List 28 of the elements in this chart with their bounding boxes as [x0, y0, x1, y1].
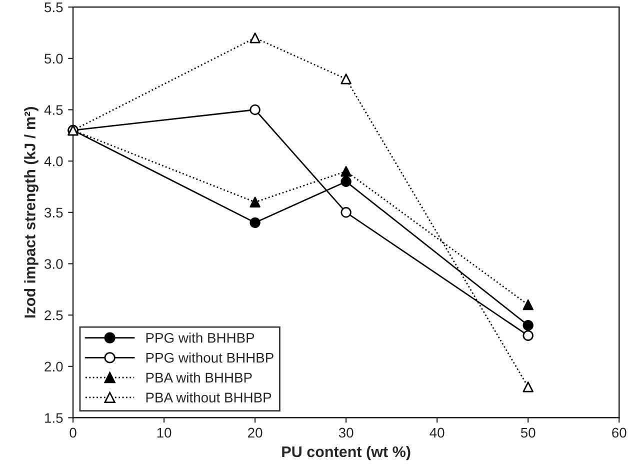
legend-label: PBA without BHHBP: [146, 392, 272, 402]
x-tick-label: 30: [338, 428, 354, 438]
y-tick-label: 4.0: [44, 156, 63, 166]
y-tick-label: 1.5: [45, 413, 63, 423]
y-tick-label: 2.5: [44, 310, 63, 320]
point: [340, 74, 352, 84]
y-tick-label: 2.0: [44, 362, 63, 372]
point: [250, 32, 260, 44]
x-tick-label: 10: [157, 428, 172, 438]
x-tick-label: 20: [248, 428, 262, 438]
point: [250, 196, 260, 208]
y-tick-label: 5.5: [44, 2, 63, 12]
point: [522, 382, 534, 392]
point: [522, 299, 534, 310]
y-tick-label: 3.5: [44, 208, 63, 218]
y-tick-label: 3.0: [44, 259, 63, 269]
x-tick-label: 60: [612, 428, 626, 438]
x-tick-label: 50: [520, 428, 536, 438]
legend-label: PPG with BHHBP: [146, 332, 254, 343]
x-tick-label: 40: [430, 428, 444, 438]
x-tick-label: 0: [70, 428, 76, 438]
y-tick-label: 5.0: [44, 54, 63, 64]
y-axis-title: Izod impact strength (kJ / m²): [24, 107, 38, 318]
x-axis-title: PU content (wt %): [282, 446, 410, 460]
legend-label: PBA with BHHBP: [146, 372, 252, 383]
y-tick-label: 4.5: [44, 105, 63, 115]
point: [340, 166, 352, 177]
legend-label: PPG without BHHBP: [146, 352, 274, 363]
